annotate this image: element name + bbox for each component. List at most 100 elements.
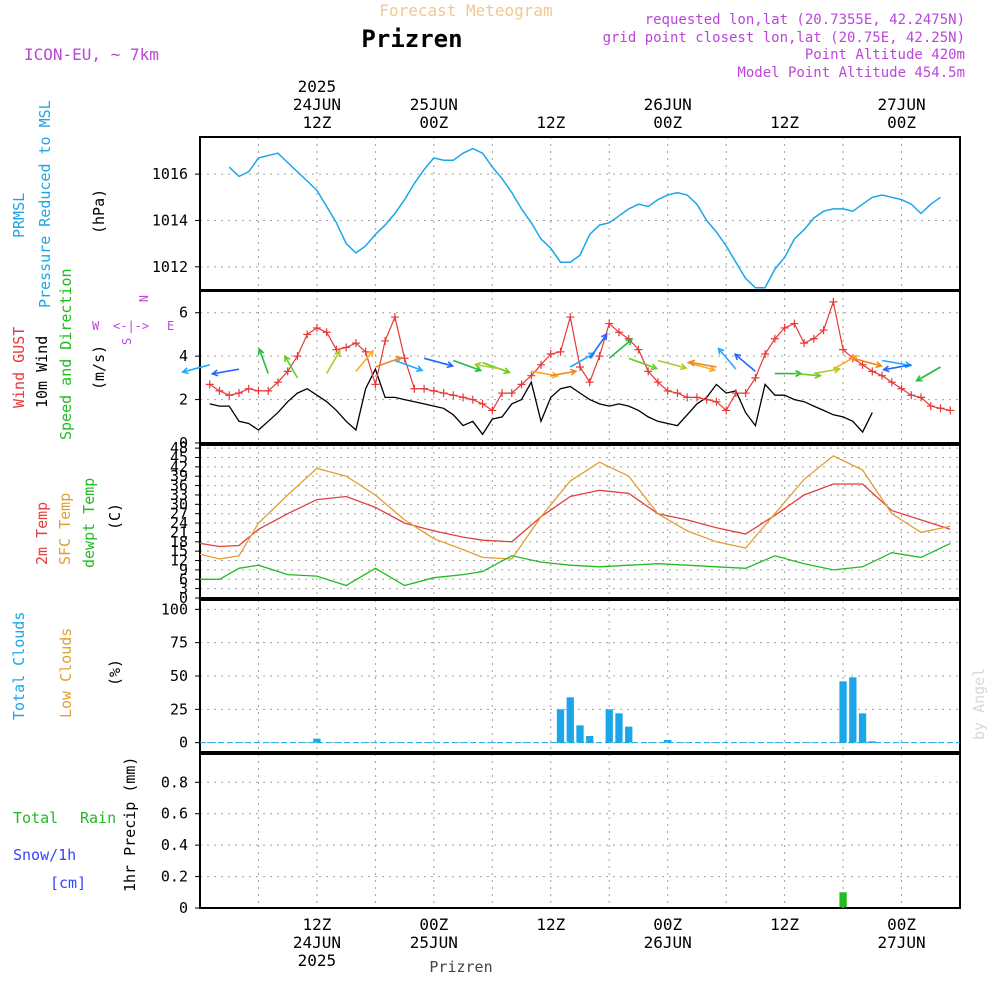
arrow-head xyxy=(679,363,688,371)
arrow-shaft xyxy=(258,348,269,374)
compass-e: E xyxy=(167,319,174,333)
temp-panel-labels: 2m Temp SFC Temp dewpt Temp (C) xyxy=(33,478,124,568)
gust-marker xyxy=(800,339,809,348)
arrow-head xyxy=(416,365,424,373)
temp-dew-label: dewpt Temp xyxy=(80,478,98,568)
gust-marker xyxy=(293,352,302,361)
gust-marker xyxy=(498,389,507,398)
wind-direction-arrow xyxy=(608,338,634,359)
gust-marker xyxy=(371,380,380,389)
time-label-top: 00Z xyxy=(887,113,916,132)
gust-marker xyxy=(673,389,682,398)
arrow-shaft xyxy=(589,333,608,359)
temp-dewpt-line xyxy=(200,542,951,587)
arrow-head xyxy=(334,349,341,358)
model-altitude: Model Point Altitude 454.5m xyxy=(737,65,965,81)
gust-marker xyxy=(809,334,818,343)
arrow-shaft xyxy=(628,357,657,370)
temp-2m-label: 2m Temp xyxy=(33,502,51,565)
wind-ytick-label: 6 xyxy=(179,304,188,322)
cloud-total-bar xyxy=(556,709,565,743)
compass-s: S xyxy=(120,338,134,345)
time-label-top: 26JUN xyxy=(644,95,692,114)
arrow-shaft xyxy=(325,350,341,374)
cloud-total-bar xyxy=(839,681,847,743)
wind-axes: 0 2 4 6 xyxy=(179,290,961,452)
temp-unit: (C) xyxy=(106,503,124,530)
arrow-head xyxy=(687,359,696,367)
temperature-ytick-label: 21 xyxy=(170,523,188,541)
gust-marker xyxy=(878,371,887,380)
arrow-head xyxy=(882,365,890,373)
arrow-head xyxy=(717,347,725,355)
arrow-shaft xyxy=(569,352,595,368)
arrow-head xyxy=(473,361,482,369)
gust-marker xyxy=(556,347,565,356)
gust-marker xyxy=(936,404,945,413)
arrow-shaft xyxy=(916,366,941,382)
time-label-bottom: 12Z xyxy=(770,915,799,934)
precip-ytick-label: 0.6 xyxy=(161,805,188,823)
watermark: by Angel xyxy=(970,668,988,740)
wind-direction-arrow xyxy=(284,354,299,379)
gust-marker xyxy=(761,349,770,358)
wind-direction-arrow xyxy=(687,359,717,368)
cloud-low-label: Low Clouds xyxy=(57,628,75,718)
pressure-unit: (hPa) xyxy=(90,189,108,234)
gust-marker xyxy=(361,347,370,356)
temperature-frame xyxy=(199,444,961,599)
footer-location: Prizren xyxy=(429,958,492,976)
precip-frame xyxy=(199,753,961,909)
gust-marker xyxy=(488,406,497,415)
cloud-unit: (%) xyxy=(106,659,124,686)
gust-marker xyxy=(312,323,321,332)
gust-marker xyxy=(897,384,906,393)
gust-marker xyxy=(439,389,448,398)
requested-coords: requested lon,lat (20.7355E, 42.2475N) xyxy=(645,12,965,28)
time-label-bottom: 25JUN xyxy=(410,933,458,952)
cloud-total-bar xyxy=(605,709,613,743)
temperature-ytick-label: 27 xyxy=(170,505,188,523)
product-title: Forecast Meteogram xyxy=(379,1,552,20)
arrow-head xyxy=(733,353,742,361)
wind-ytick-label: 0 xyxy=(179,434,188,452)
gust-marker xyxy=(829,297,838,306)
gust-marker xyxy=(653,378,662,387)
gust-marker xyxy=(722,406,731,415)
gust-marker xyxy=(381,336,390,345)
pressure-panel-labels: PRMSL Pressure Reduced to MSL (hPa) xyxy=(10,100,108,308)
gust-marker xyxy=(215,386,224,395)
arrow-shaft xyxy=(212,368,240,375)
clouds-frame xyxy=(199,599,961,753)
temperature-ytick-label: 36 xyxy=(170,477,188,495)
arrow-shaft xyxy=(813,368,840,375)
gust-marker xyxy=(702,395,711,404)
gust-marker xyxy=(887,378,896,387)
temperature-ytick-label: 39 xyxy=(170,467,188,485)
precip-panel-labels: Total Rain Snow/1h [cm] 1hr Precip (mm) xyxy=(13,757,139,892)
arrow-head xyxy=(650,363,659,371)
wind-direction-arrow xyxy=(852,357,883,369)
pressure-ytick-label: 1016 xyxy=(152,165,188,183)
arrow-shaft xyxy=(475,363,503,370)
gust-marker xyxy=(507,389,516,398)
cloud-total-bar xyxy=(586,736,594,743)
time-label-top: 25JUN xyxy=(410,95,458,114)
arrow-shaft xyxy=(657,359,687,369)
wind-direction-arrow xyxy=(325,349,341,374)
cloud-total-bar xyxy=(313,738,321,743)
gust-marker xyxy=(946,406,955,415)
arrow-head xyxy=(625,338,634,346)
gust-marker xyxy=(478,399,487,408)
arrow-shaft xyxy=(734,353,756,372)
gust-marker xyxy=(429,386,438,395)
clouds-ytick-label: 100 xyxy=(161,600,188,618)
temperature-ytick-label: 9 xyxy=(179,561,188,579)
gust-marker xyxy=(741,389,750,398)
precip-snow-unit: [cm] xyxy=(50,874,86,892)
time-label-bottom: 00Z xyxy=(887,915,916,934)
gust-marker xyxy=(527,371,536,380)
precip-unit: 1hr Precip (mm) xyxy=(121,757,139,892)
wind-10m-line xyxy=(209,367,873,436)
